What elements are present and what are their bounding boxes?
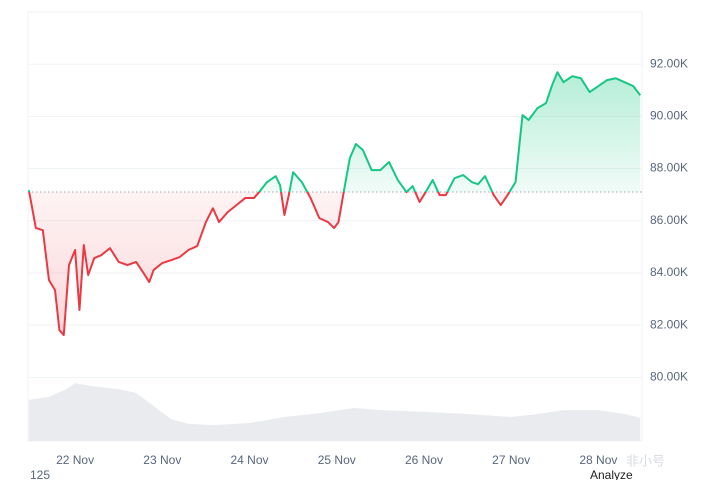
y-tick-label: 84.00K bbox=[650, 265, 688, 279]
y-tick-label: 88.00K bbox=[650, 161, 688, 175]
watermark: 非小号 bbox=[626, 453, 665, 468]
price-line bbox=[27, 71, 642, 337]
x-tick-label: 23 Nov bbox=[143, 453, 181, 467]
x-tick-label: 26 Nov bbox=[405, 453, 443, 467]
volume-area bbox=[28, 383, 641, 441]
x-tick-label: 22 Nov bbox=[56, 453, 94, 467]
y-tick-label: 90.00K bbox=[650, 109, 688, 123]
analyze-link[interactable]: Analyze bbox=[590, 468, 633, 480]
x-tick-label: 25 Nov bbox=[318, 453, 356, 467]
x-tick-label: 28 Nov bbox=[579, 453, 617, 467]
y-tick-label: 82.00K bbox=[650, 317, 688, 331]
footer-left: 125 bbox=[30, 468, 50, 480]
y-tick-label: 80.00K bbox=[650, 370, 688, 384]
y-tick-label: 92.00K bbox=[650, 56, 688, 70]
x-tick-label: 24 Nov bbox=[231, 453, 269, 467]
x-tick-label: 27 Nov bbox=[492, 453, 530, 467]
price-area bbox=[28, 72, 641, 336]
y-tick-label: 86.00K bbox=[650, 213, 688, 227]
